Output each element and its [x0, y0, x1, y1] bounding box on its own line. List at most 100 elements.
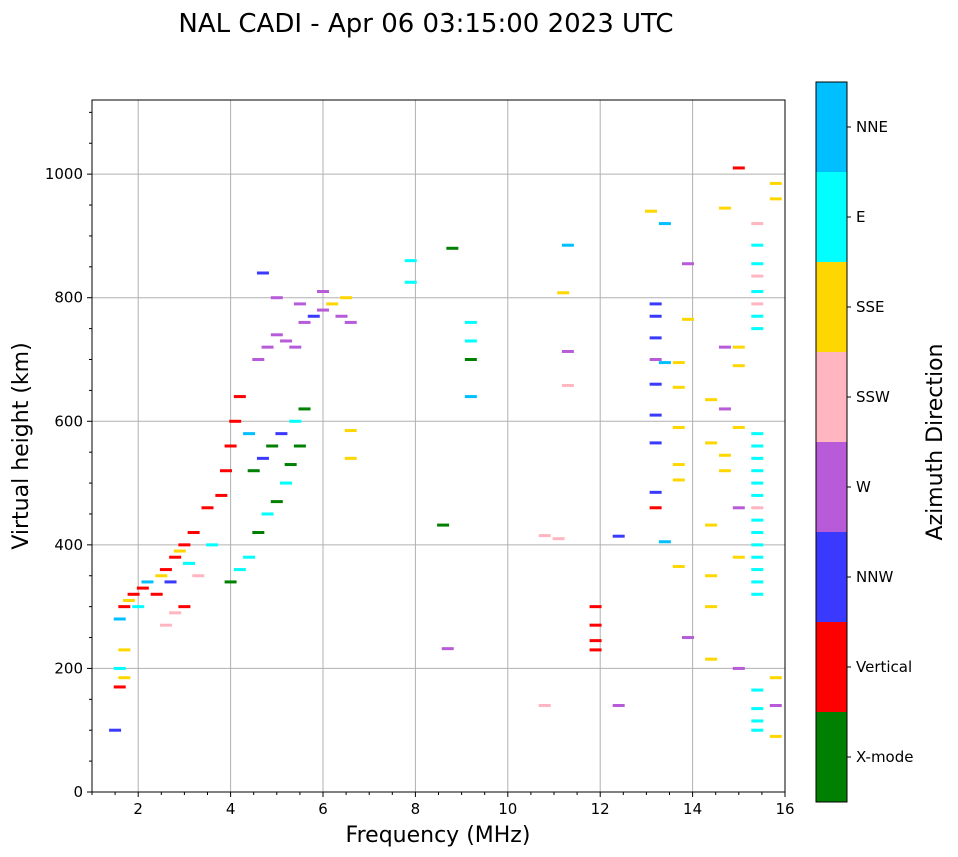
echo-mark: [192, 574, 205, 578]
y-tick-label: 400: [54, 536, 83, 554]
echo-mark: [649, 314, 662, 318]
echo-mark: [326, 302, 339, 306]
echo-mark: [561, 243, 574, 247]
echo-mark: [769, 197, 782, 201]
echo-mark: [732, 555, 745, 559]
y-tick-label: 1000: [45, 165, 83, 183]
x-tick-label: 4: [226, 800, 236, 818]
echo-mark: [751, 568, 764, 572]
echo-mark: [159, 568, 172, 572]
echo-mark: [317, 308, 329, 312]
echo-mark: [215, 493, 228, 497]
colorbar-tick-label: Vertical: [856, 658, 912, 676]
echo-mark: [169, 611, 182, 615]
echo-mark: [705, 605, 718, 609]
echo-mark: [751, 688, 764, 692]
echo-mark: [132, 605, 145, 609]
echo-mark: [464, 358, 477, 361]
echo-mark: [270, 500, 283, 504]
echo-mark: [298, 407, 311, 411]
echo-mark: [261, 512, 274, 516]
echo-mark: [233, 568, 246, 572]
echo-mark: [538, 704, 551, 707]
echo-mark: [404, 280, 417, 284]
echo-mark: [118, 605, 131, 609]
echo-mark: [557, 291, 570, 295]
echo-mark: [538, 534, 551, 538]
echo-mark: [732, 666, 745, 670]
colorbar-segment: [816, 442, 847, 532]
echo-mark: [441, 647, 454, 651]
echo-mark: [229, 419, 242, 423]
x-axis-ticks: 2 4 6 8 10 12 14 16: [91, 792, 795, 818]
echo-mark: [612, 704, 625, 707]
echo-mark: [672, 463, 685, 467]
echo-mark: [751, 506, 764, 510]
echo-mark: [561, 349, 574, 353]
x-tick-label: 16: [775, 800, 794, 818]
colorbar-segment: [816, 262, 847, 352]
echo-mark: [293, 444, 306, 448]
colorbar-segment: [816, 532, 847, 622]
echo-mark: [307, 314, 320, 318]
echo-mark: [173, 549, 186, 553]
echo-mark: [718, 407, 731, 411]
echo-mark: [672, 361, 685, 365]
x-axis-label: Frequency (MHz): [346, 823, 531, 848]
echo-mark: [705, 398, 718, 402]
echo-mark: [751, 518, 764, 522]
x-tick-label: 6: [318, 800, 328, 818]
x-tick-label: 2: [133, 800, 143, 818]
echo-mark: [437, 523, 450, 527]
echo-mark: [658, 361, 671, 365]
echo-mark: [672, 385, 685, 389]
echo-mark: [219, 469, 232, 473]
y-tick-label: 800: [54, 289, 83, 307]
colorbar-frame: [815, 81, 848, 803]
echo-mark: [751, 290, 764, 294]
echo-mark: [649, 441, 662, 445]
echo-mark: [705, 441, 718, 445]
echo-mark: [404, 259, 417, 263]
echo-mark: [751, 444, 764, 448]
colorbar: X-mode Vertical NNW W SSW SSE E NNE: [815, 81, 913, 803]
echo-mark: [751, 719, 764, 723]
chart-title: NAL CADI - Apr 06 03:15:00 2023 UTC: [178, 9, 673, 39]
echo-mark: [344, 429, 357, 433]
echo-mark: [705, 657, 718, 661]
echo-series: [224, 407, 311, 584]
echo-mark: [252, 531, 265, 534]
echo-mark: [178, 543, 191, 547]
echo-mark: [672, 478, 685, 482]
echo-mark: [284, 463, 297, 467]
colorbar-label: Azimuth Direction: [923, 343, 948, 540]
echo-mark: [201, 506, 214, 510]
echo-mark: [589, 605, 602, 609]
echo-mark: [649, 358, 662, 361]
echo-mark: [705, 523, 718, 527]
echo-mark: [298, 320, 311, 324]
y-tick-label: 200: [54, 659, 83, 677]
echo-mark: [178, 605, 191, 609]
echo-mark: [589, 623, 602, 627]
colorbar-tick-label: X-mode: [856, 748, 913, 766]
echo-mark: [141, 580, 154, 584]
echo-mark: [243, 432, 256, 436]
echo-mark: [122, 598, 135, 602]
echo-mark: [155, 574, 168, 578]
echo-mark: [109, 728, 122, 732]
echo-mark: [233, 395, 246, 399]
echo-mark: [118, 676, 131, 680]
echo-mark: [113, 617, 126, 621]
echo-mark: [751, 222, 764, 226]
echo-mark: [672, 425, 685, 429]
echo-mark: [649, 382, 662, 386]
echo-mark: [552, 537, 565, 541]
echo-mark: [751, 302, 764, 306]
echo-mark: [335, 314, 348, 318]
echo-mark: [118, 648, 131, 652]
echo-mark: [751, 243, 764, 247]
colorbar-segment: [816, 712, 847, 802]
echo-mark: [718, 453, 731, 457]
echo-mark: [280, 339, 293, 343]
